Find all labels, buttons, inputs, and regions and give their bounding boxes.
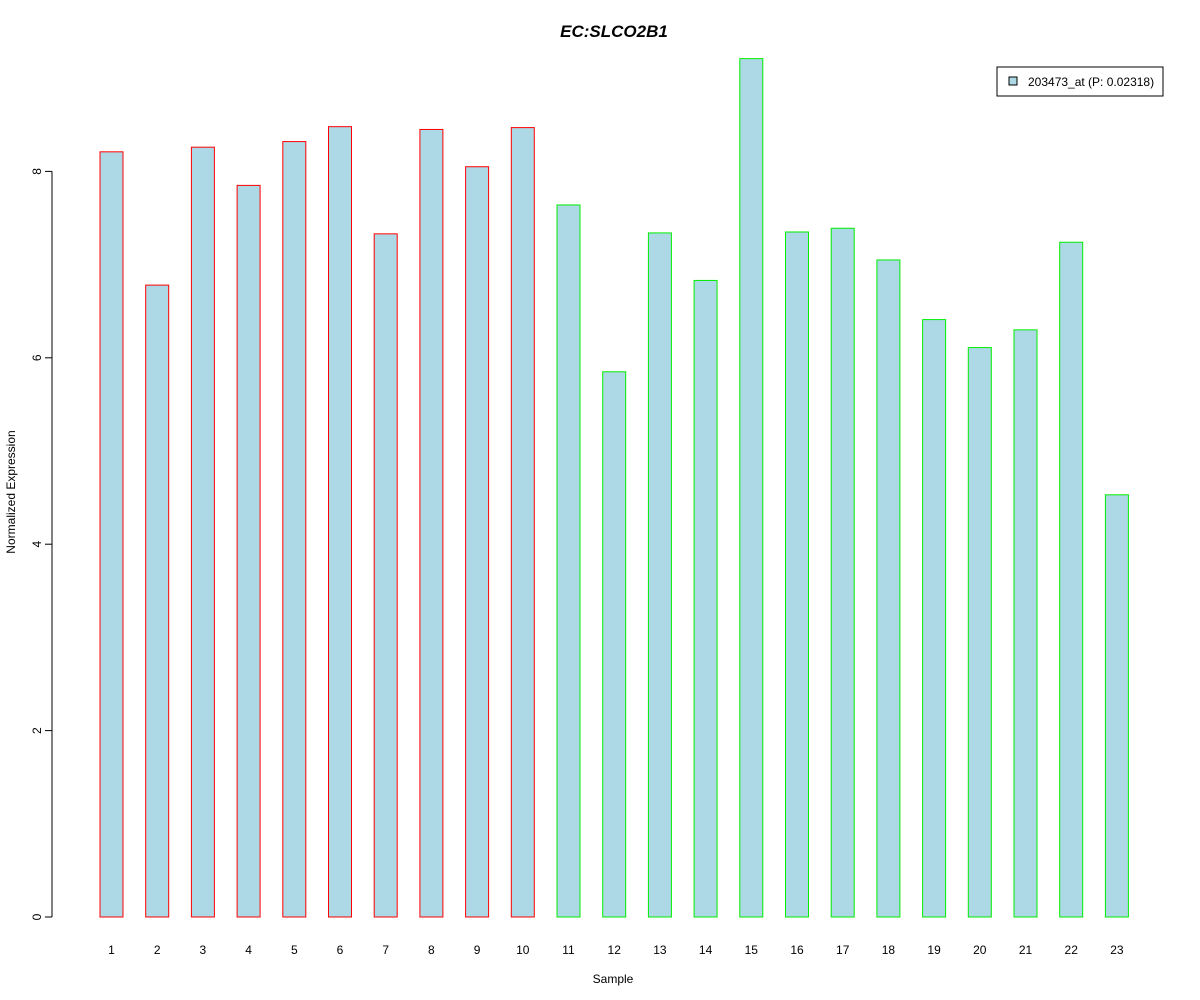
x-tick-label: 19 bbox=[927, 943, 941, 957]
y-tick-label: 2 bbox=[30, 727, 44, 734]
bar-sample-23 bbox=[1104, 494, 1129, 918]
y-tick-label: 0 bbox=[30, 913, 44, 920]
y-tick-label: 6 bbox=[30, 354, 44, 361]
bar-sample-15 bbox=[739, 58, 764, 918]
bar-sample-6 bbox=[328, 126, 352, 918]
bar-sample-2 bbox=[145, 284, 170, 918]
y-tick-label: 8 bbox=[30, 168, 44, 175]
bar-sample-17 bbox=[830, 227, 855, 918]
bar-sample-18 bbox=[876, 259, 901, 918]
x-tick-label: 12 bbox=[608, 943, 622, 957]
x-tick-label: 17 bbox=[836, 943, 850, 957]
x-tick-label: 11 bbox=[562, 943, 575, 957]
chart-title: EC:SLCO2B1 bbox=[560, 22, 668, 41]
x-tick-label: 5 bbox=[291, 943, 298, 957]
x-tick-label: 4 bbox=[245, 943, 252, 957]
bar-sample-9 bbox=[465, 166, 490, 918]
bar-sample-4 bbox=[236, 184, 261, 918]
y-tick-label: 4 bbox=[30, 541, 44, 548]
bar-sample-11 bbox=[556, 204, 581, 918]
y-axis: 0 2 4 6 8 bbox=[30, 168, 53, 920]
x-tick-label: 10 bbox=[516, 943, 530, 957]
x-tick-label: 20 bbox=[973, 943, 987, 957]
x-tick-label: 9 bbox=[474, 943, 481, 957]
bar-sample-21 bbox=[1013, 329, 1038, 918]
legend-label: 203473_at (P: 0.02318) bbox=[1028, 75, 1154, 89]
x-tick-label: 2 bbox=[154, 943, 161, 957]
bar-sample-10 bbox=[510, 127, 535, 918]
bar-sample-13 bbox=[647, 232, 672, 918]
bar-sample-16 bbox=[785, 231, 809, 918]
y-axis-label: Normalized Expression bbox=[4, 430, 18, 553]
bar-sample-5 bbox=[282, 141, 307, 918]
x-tick-label: 16 bbox=[790, 943, 804, 957]
x-tick-label: 6 bbox=[337, 943, 344, 957]
x-tick-label: 8 bbox=[428, 943, 435, 957]
x-tick-label: 3 bbox=[200, 943, 207, 957]
x-tick-label: 21 bbox=[1019, 943, 1033, 957]
bar-sample-22 bbox=[1059, 241, 1084, 918]
bar-sample-3 bbox=[190, 146, 215, 918]
bar-sample-8 bbox=[419, 128, 444, 918]
x-axis-label: Sample bbox=[593, 972, 634, 986]
legend-swatch bbox=[1008, 76, 1018, 86]
legend-box bbox=[996, 66, 1164, 97]
legend: 203473_at (P: 0.02318) bbox=[996, 66, 1164, 97]
bar-sample-12 bbox=[602, 371, 627, 918]
x-tick-label: 22 bbox=[1065, 943, 1079, 957]
x-tick-label: 14 bbox=[699, 943, 713, 957]
bars bbox=[99, 58, 1129, 918]
x-axis-tick-labels: 1 2 3 4 5 6 7 8 9 10 11 12 13 14 15 16 17 18 19 20 21 22 23 bbox=[108, 943, 1124, 957]
x-tick-label: 23 bbox=[1110, 943, 1124, 957]
bar-sample-20 bbox=[967, 347, 992, 918]
bar-sample-1 bbox=[99, 151, 124, 918]
x-tick-label: 1 bbox=[108, 943, 115, 957]
x-tick-label: 18 bbox=[882, 943, 896, 957]
bar-sample-14 bbox=[693, 279, 718, 918]
bar-sample-19 bbox=[922, 319, 947, 918]
x-tick-label: 7 bbox=[382, 943, 389, 957]
bar-sample-7 bbox=[373, 233, 398, 918]
x-tick-label: 13 bbox=[653, 943, 667, 957]
x-tick-label: 15 bbox=[745, 943, 759, 957]
